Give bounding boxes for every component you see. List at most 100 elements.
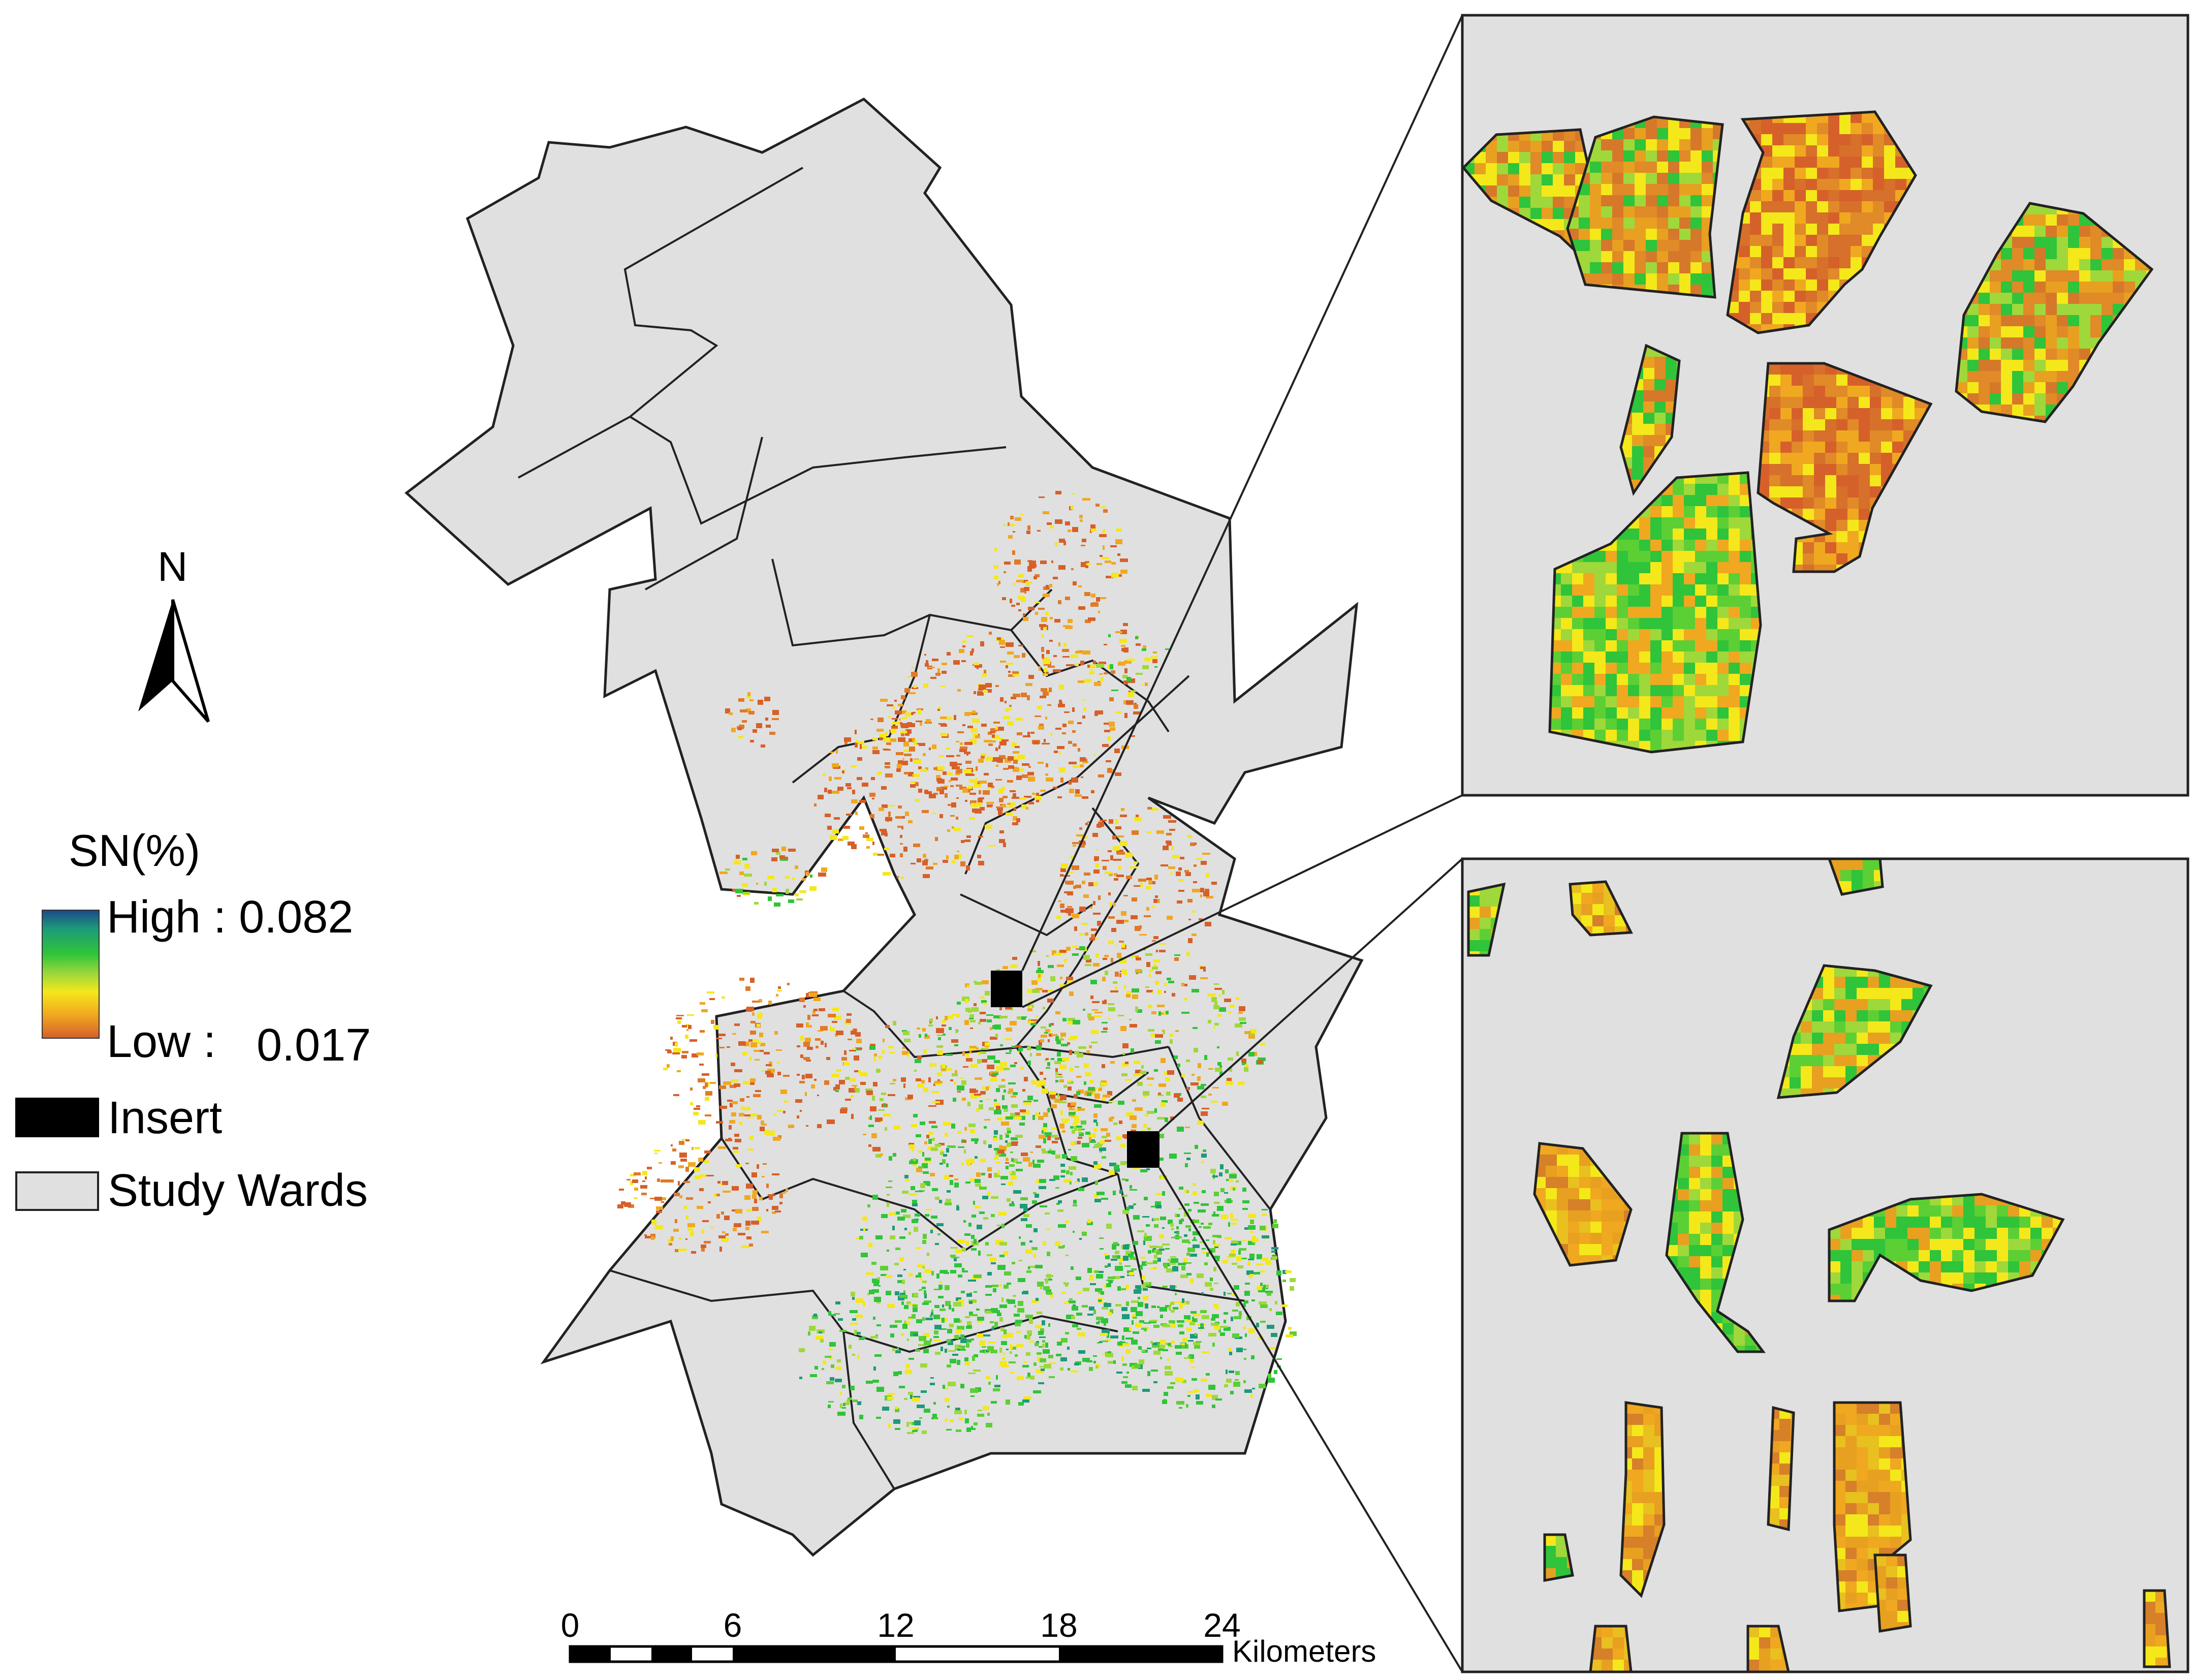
sn-speck — [1056, 1203, 1060, 1205]
sn-speck — [1017, 1376, 1024, 1380]
sn-speck — [774, 903, 780, 907]
sn-speck — [745, 1221, 750, 1226]
sn-speck — [995, 685, 999, 687]
sn-speck — [1081, 1129, 1085, 1130]
sn-speck — [685, 1216, 688, 1220]
sn-speck — [970, 1020, 976, 1022]
sn-speck — [982, 980, 989, 984]
sn-speck — [690, 1231, 694, 1236]
sn-speck — [968, 1124, 976, 1127]
sn-speck — [922, 1152, 924, 1157]
sn-speck — [974, 1422, 978, 1425]
sn-speck — [1015, 1322, 1021, 1326]
sn-speck — [1276, 1312, 1282, 1315]
sn-speck — [1132, 1320, 1134, 1325]
sn-speck — [949, 1175, 953, 1177]
sn-speck — [1239, 1248, 1246, 1251]
sn-speck — [929, 1121, 936, 1124]
sn-speck — [881, 786, 887, 790]
sn-speck — [1153, 1325, 1159, 1328]
sn-speck — [1086, 959, 1091, 962]
sn-speck — [1265, 1260, 1271, 1265]
sn-speck — [979, 781, 987, 784]
sn-speck — [1040, 561, 1047, 564]
sn-speck — [1119, 1262, 1122, 1265]
sn-speck — [908, 1232, 911, 1235]
sn-speck — [1214, 1023, 1219, 1025]
sn-speck — [877, 1277, 880, 1280]
sn-speck — [993, 1015, 1001, 1018]
sn-speck — [1094, 711, 1098, 716]
sn-speck — [1262, 1235, 1269, 1238]
sn-speck — [1234, 1285, 1239, 1290]
sn-speck — [706, 1175, 714, 1176]
sn-speck — [671, 1236, 674, 1241]
sn-speck — [964, 1233, 970, 1236]
sn-speck — [1070, 1126, 1074, 1129]
sn-speck — [940, 787, 947, 790]
sn-speck — [1181, 1219, 1184, 1222]
sn-speck — [866, 846, 870, 849]
sn-speck — [772, 710, 779, 715]
legend-high-label: High : 0.082 — [107, 892, 354, 943]
sn-speck — [956, 1329, 962, 1334]
sn-speck — [1180, 1274, 1188, 1278]
sn-speck — [741, 1245, 749, 1248]
sn-speck — [1108, 850, 1112, 852]
sn-speck — [1146, 1168, 1150, 1170]
sn-speck — [1166, 841, 1171, 844]
sn-speck — [832, 1008, 839, 1011]
sn-speck — [1033, 1228, 1038, 1232]
sn-speck — [921, 1080, 925, 1083]
sn-speck — [1062, 732, 1066, 734]
sn-speck — [1079, 844, 1085, 848]
sn-speck — [929, 748, 931, 750]
sn-speck — [903, 1083, 905, 1088]
sn-speck — [1072, 1324, 1078, 1327]
sn-speck — [880, 734, 886, 738]
sn-speck — [999, 640, 1005, 645]
sn-speck — [1201, 1161, 1204, 1163]
sn-speck — [1211, 882, 1217, 885]
sn-speck — [844, 737, 851, 742]
sn-speck — [780, 859, 788, 861]
sn-speck — [994, 576, 998, 579]
sn-speck — [1068, 1021, 1073, 1024]
sn-speck — [880, 1266, 888, 1270]
sn-speck — [1018, 574, 1024, 577]
sn-speck — [690, 1102, 693, 1105]
sn-speck — [1101, 1128, 1108, 1131]
sn-speck — [1192, 1319, 1196, 1322]
sn-speck — [964, 1149, 966, 1154]
sn-speck — [1035, 1112, 1039, 1116]
sn-speck — [750, 1021, 756, 1023]
sn-speck — [1046, 1292, 1052, 1295]
sn-speck — [745, 1163, 749, 1164]
sn-speck — [695, 1175, 701, 1179]
sn-speck — [1229, 1174, 1237, 1178]
sn-speck — [1248, 1034, 1255, 1039]
sn-speck — [1029, 1006, 1032, 1008]
sn-speck — [905, 712, 911, 717]
sn-speck — [1170, 1039, 1173, 1044]
sn-speck — [823, 1360, 826, 1364]
sn-speck — [1137, 1230, 1144, 1232]
sn-speck — [1171, 1310, 1175, 1313]
sn-speck — [939, 790, 944, 794]
sn-speck — [903, 1269, 906, 1270]
sn-speck — [779, 1202, 782, 1204]
sn-speck — [948, 1350, 956, 1352]
sn-speck — [1211, 1323, 1218, 1326]
sn-speck — [1130, 1257, 1135, 1260]
sn-speck — [1028, 1001, 1032, 1003]
sn-speck — [900, 761, 908, 765]
sn-speck — [1142, 665, 1149, 669]
sn-speck — [1008, 535, 1013, 539]
sn-speck — [901, 731, 904, 736]
sn-speck — [981, 753, 986, 756]
sn-speck — [986, 1086, 989, 1091]
sn-speck — [1153, 936, 1158, 939]
sn-speck — [823, 773, 826, 776]
sn-speck — [1087, 1314, 1093, 1316]
sn-speck — [710, 1227, 714, 1228]
